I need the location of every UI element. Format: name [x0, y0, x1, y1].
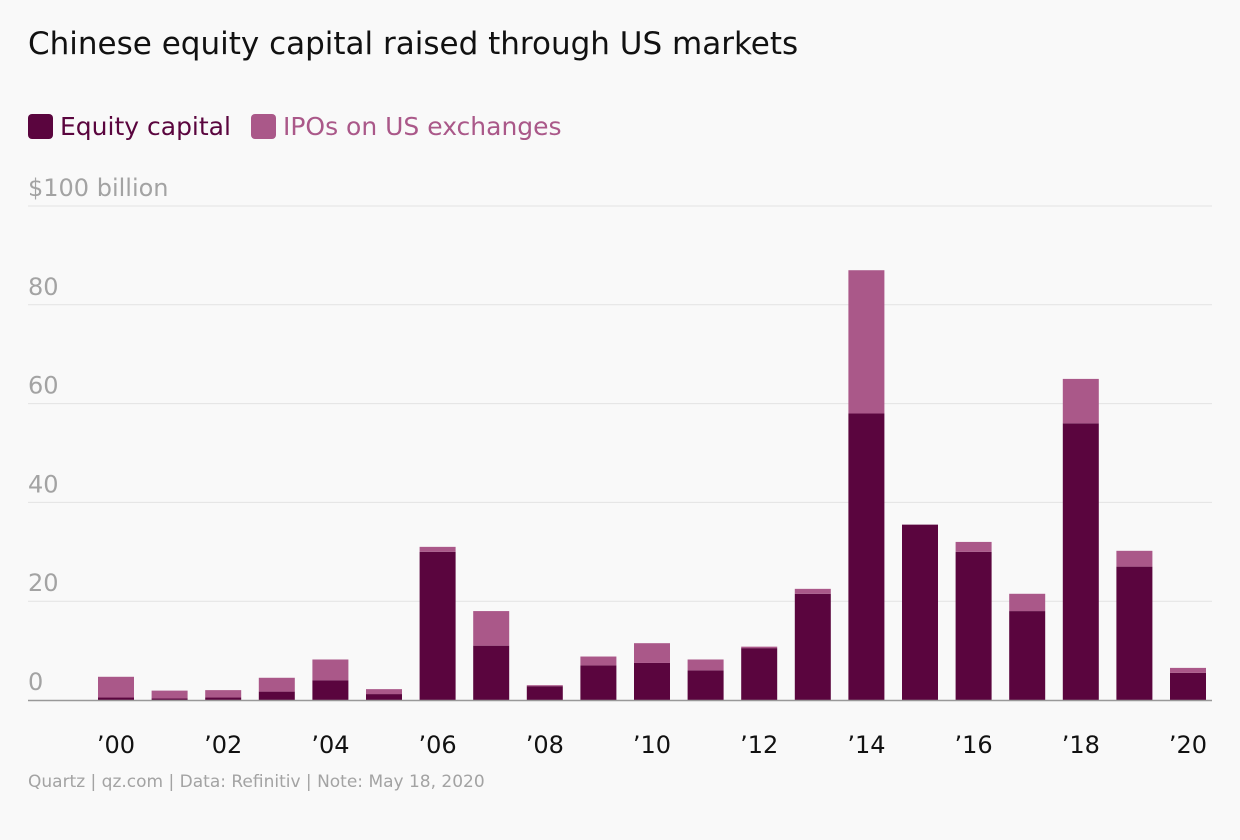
y-tick-label: 20	[28, 569, 59, 597]
bar-equity-2020	[1170, 672, 1206, 700]
bar-ipo-2016	[955, 541, 992, 552]
bar-equity-2001	[151, 698, 188, 700]
bar-equity-2000	[98, 697, 134, 700]
bar-equity-2016	[955, 551, 992, 700]
bar-ipo-2007	[473, 611, 510, 646]
bar-equity-2010	[634, 662, 670, 700]
bar-ipo-2003	[258, 677, 295, 692]
bar-ipo-2004	[312, 659, 349, 681]
bar-ipo-2011	[687, 659, 724, 671]
bar-ipo-2002	[205, 690, 242, 698]
bar-equity-2011	[687, 670, 724, 700]
x-tick-label: ’00	[97, 731, 135, 759]
bar-ipo-2000	[98, 676, 134, 698]
x-tick-label: ’16	[955, 731, 993, 759]
bar-equity-2008	[526, 686, 563, 700]
bar-ipo-2008	[526, 685, 563, 687]
bar-equity-2002	[205, 697, 242, 700]
bar-equity-2003	[258, 691, 295, 700]
bar-equity-2015	[902, 524, 938, 700]
y-tick-label: 80	[28, 273, 59, 301]
bar-ipo-2012	[741, 646, 778, 649]
bar-ipo-2020	[1170, 667, 1206, 673]
chart-title: Chinese equity capital raised through US…	[28, 26, 799, 62]
y-tick-label: 0	[28, 668, 43, 696]
bar-equity-2014	[848, 413, 885, 700]
bar-equity-2018	[1062, 423, 1099, 700]
bar-ipo-2009	[580, 656, 617, 666]
legend-label-ipo: IPOs on US exchanges	[282, 112, 562, 141]
legend-swatch-equity	[28, 114, 53, 139]
bar-equity-2005	[366, 694, 402, 700]
bar-equity-2013	[794, 593, 831, 700]
x-tick-label: ’04	[311, 731, 349, 759]
x-tick-label: ’20	[1169, 731, 1207, 759]
bar-ipo-2014	[848, 270, 885, 414]
x-tick-label: ’08	[526, 731, 564, 759]
bar-equity-2006	[419, 551, 456, 700]
bar-ipo-2017	[1009, 593, 1046, 612]
bar-ipo-2010	[634, 643, 670, 663]
legend-item-ipo: IPOs on US exchanges	[250, 112, 562, 141]
bar-ipo-2006	[419, 546, 456, 552]
bar-ipo-2013	[794, 588, 831, 594]
x-tick-label: ’12	[740, 731, 778, 759]
y-tick-label: $100 billion	[28, 174, 169, 202]
y-tick-label: 40	[28, 470, 59, 498]
bar-equity-2017	[1009, 611, 1046, 700]
legend-label-equity: Equity capital	[60, 112, 231, 141]
bar-equity-2004	[312, 680, 349, 700]
source-note: Quartz | qz.com | Data: Refinitiv | Note…	[28, 772, 485, 792]
y-tick-label: 60	[28, 372, 59, 400]
x-tick-label: ’10	[633, 731, 671, 759]
x-tick-label: ’02	[204, 731, 242, 759]
bar-ipo-2005	[366, 689, 402, 695]
bar-equity-2009	[580, 665, 617, 700]
x-tick-label: ’14	[847, 731, 885, 759]
x-tick-label: ’06	[419, 731, 457, 759]
bar-equity-2012	[741, 648, 778, 700]
bar-equity-2007	[473, 645, 510, 700]
x-tick-label: ’18	[1062, 731, 1100, 759]
bar-equity-2019	[1116, 566, 1153, 700]
legend: Equity capital IPOs on US exchanges	[28, 112, 582, 141]
bar-ipo-2001	[151, 690, 188, 699]
legend-item-equity: Equity capital	[28, 112, 231, 141]
bar-ipo-2018	[1062, 378, 1099, 424]
legend-swatch-ipo	[250, 114, 276, 139]
bar-ipo-2019	[1116, 550, 1153, 567]
